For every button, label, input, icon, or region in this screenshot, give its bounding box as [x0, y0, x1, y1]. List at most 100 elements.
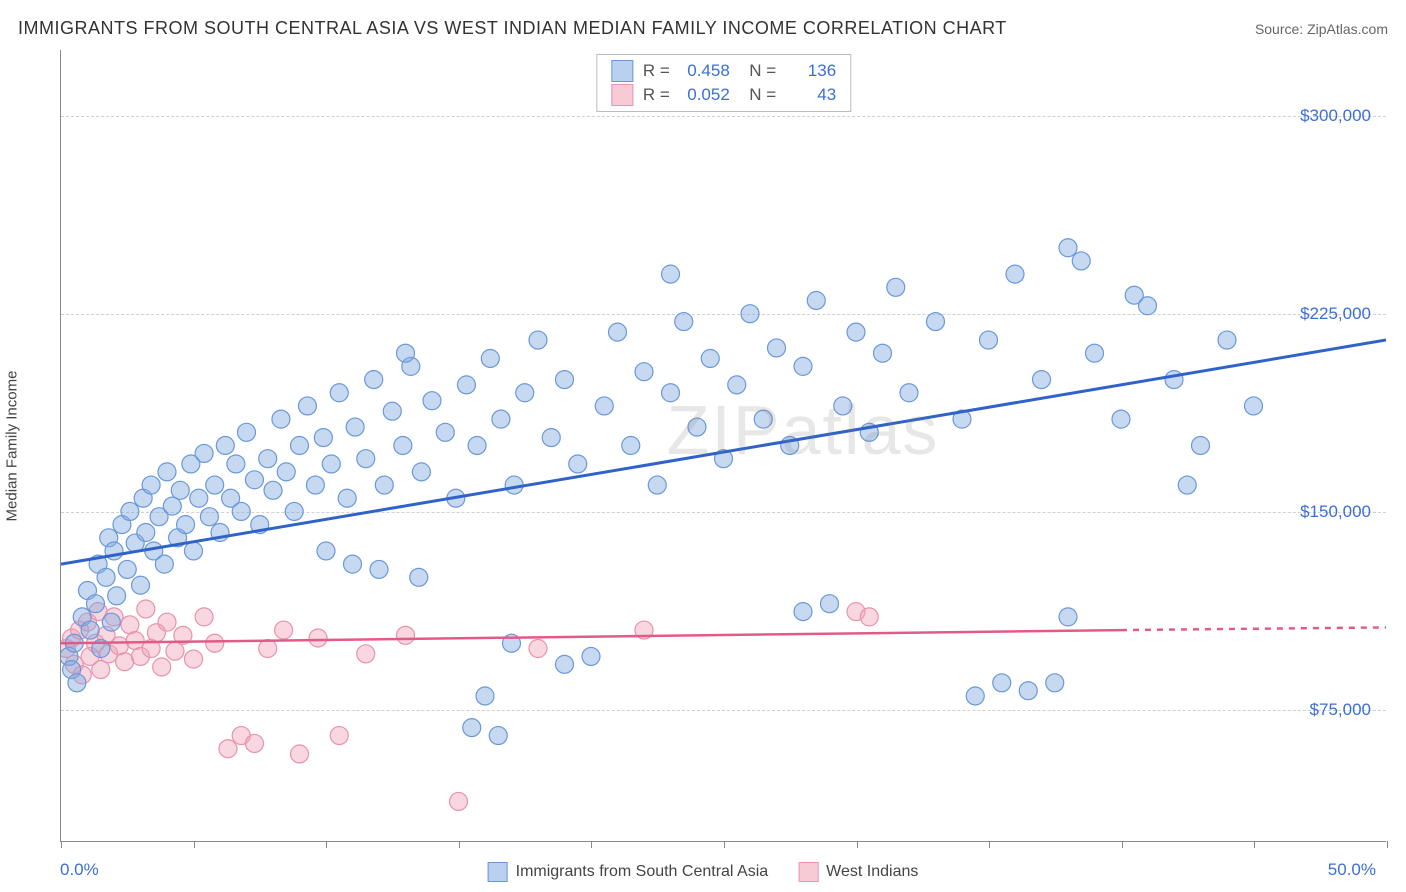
- data-point: [92, 661, 110, 679]
- data-point: [285, 502, 303, 520]
- x-tick: [1254, 841, 1255, 848]
- data-point: [259, 450, 277, 468]
- data-point: [927, 313, 945, 331]
- n-label: N =: [740, 85, 776, 105]
- data-point: [1006, 265, 1024, 283]
- blue-r-value: 0.458: [680, 61, 730, 81]
- data-point: [1192, 437, 1210, 455]
- chart-container: ZIPatlas R = 0.458 N = 136 R = 0.052 N =…: [60, 50, 1386, 842]
- data-point: [383, 402, 401, 420]
- data-point: [662, 265, 680, 283]
- x-axis-max-label: 50.0%: [1328, 860, 1376, 880]
- data-point: [436, 423, 454, 441]
- data-point: [116, 653, 134, 671]
- data-point: [370, 560, 388, 578]
- data-point: [1165, 371, 1183, 389]
- data-point: [516, 384, 534, 402]
- data-point: [1046, 674, 1064, 692]
- x-tick: [194, 841, 195, 848]
- data-point: [121, 502, 139, 520]
- data-point: [68, 674, 86, 692]
- chart-header: IMMIGRANTS FROM SOUTH CENTRAL ASIA VS WE…: [18, 18, 1388, 39]
- pink-r-value: 0.052: [680, 85, 730, 105]
- data-point: [81, 621, 99, 639]
- data-point: [216, 437, 234, 455]
- data-point: [245, 734, 263, 752]
- y-axis-label: Median Family Income: [4, 371, 21, 522]
- data-point: [1059, 239, 1077, 257]
- data-point: [357, 645, 375, 663]
- data-point: [86, 595, 104, 613]
- data-point: [306, 476, 324, 494]
- data-point: [993, 674, 1011, 692]
- data-point: [322, 455, 340, 473]
- r-label: R =: [643, 85, 670, 105]
- x-tick: [989, 841, 990, 848]
- x-tick: [61, 841, 62, 848]
- data-point: [423, 392, 441, 410]
- data-point: [457, 376, 475, 394]
- data-point: [675, 313, 693, 331]
- data-point: [195, 608, 213, 626]
- data-point: [728, 376, 746, 394]
- data-point: [874, 344, 892, 362]
- data-point: [1125, 286, 1143, 304]
- data-point: [397, 626, 415, 644]
- data-point: [137, 600, 155, 618]
- legend-label-pink: West Indians: [826, 863, 918, 881]
- data-point: [118, 560, 136, 578]
- data-point: [834, 397, 852, 415]
- data-point: [794, 357, 812, 375]
- data-point: [97, 568, 115, 586]
- data-point: [245, 471, 263, 489]
- blue-swatch-icon: [611, 60, 633, 82]
- data-point: [556, 371, 574, 389]
- data-point: [200, 508, 218, 526]
- data-point: [375, 476, 393, 494]
- data-point: [1218, 331, 1236, 349]
- data-point: [338, 489, 356, 507]
- legend-item-blue: Immigrants from South Central Asia: [488, 862, 769, 882]
- data-point: [741, 305, 759, 323]
- data-point: [569, 455, 587, 473]
- data-point: [489, 727, 507, 745]
- data-point: [492, 410, 510, 428]
- data-point: [529, 331, 547, 349]
- data-point: [1072, 252, 1090, 270]
- data-point: [410, 568, 428, 586]
- pink-swatch-icon: [798, 862, 818, 882]
- data-point: [272, 410, 290, 428]
- data-point: [206, 476, 224, 494]
- data-point: [264, 481, 282, 499]
- data-point: [232, 502, 250, 520]
- data-point: [298, 397, 316, 415]
- data-point: [142, 476, 160, 494]
- data-point: [1059, 608, 1077, 626]
- plot-area: ZIPatlas R = 0.458 N = 136 R = 0.052 N =…: [60, 50, 1386, 842]
- legend-label-blue: Immigrants from South Central Asia: [516, 863, 769, 881]
- data-point: [900, 384, 918, 402]
- x-tick: [724, 841, 725, 848]
- data-point: [166, 642, 184, 660]
- data-point: [635, 363, 653, 381]
- data-point: [622, 437, 640, 455]
- data-point: [450, 792, 468, 810]
- data-point: [1019, 682, 1037, 700]
- data-point: [648, 476, 666, 494]
- pink-n-value: 43: [786, 85, 836, 105]
- data-point: [980, 331, 998, 349]
- data-point: [158, 463, 176, 481]
- data-point: [206, 634, 224, 652]
- data-point: [1086, 344, 1104, 362]
- x-tick: [326, 841, 327, 848]
- stats-row-pink: R = 0.052 N = 43: [611, 83, 836, 107]
- n-label: N =: [740, 61, 776, 81]
- data-point: [163, 497, 181, 515]
- data-point: [1033, 371, 1051, 389]
- data-point: [887, 278, 905, 296]
- data-point: [481, 350, 499, 368]
- data-point: [1112, 410, 1130, 428]
- data-point: [688, 418, 706, 436]
- data-point: [860, 608, 878, 626]
- data-point: [768, 339, 786, 357]
